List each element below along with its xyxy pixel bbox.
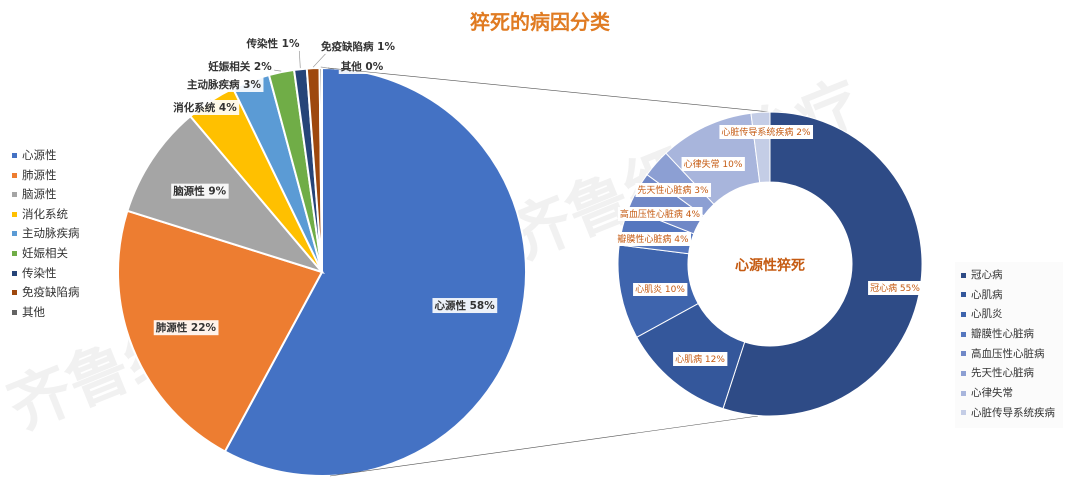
pie-data-label-box <box>153 320 219 336</box>
legend-main-item: 主动脉疾病 <box>12 224 80 244</box>
doughnut-data-label-box <box>673 352 728 366</box>
legend-cardiac-label: 先天性心脏病 <box>971 367 1034 380</box>
legend-cardiac-label: 心律失常 <box>971 387 1013 400</box>
legend-cardiac-swatch <box>961 272 966 278</box>
legend-cardiac-label: 心肌病 <box>971 288 1003 301</box>
legend-main-swatch <box>12 270 17 276</box>
doughnut-data-label-box <box>681 157 745 171</box>
legend-cardiac-item: 心肌病 <box>961 286 1063 306</box>
pie-data-label-box <box>206 59 275 74</box>
pie-data-label-box <box>171 100 240 115</box>
pie-data-label-box <box>319 39 398 54</box>
legend-main-item: 免疫缺陷病 <box>12 283 80 303</box>
doughnut-data-label-1: 冠心病 55% <box>870 282 920 294</box>
legend-main-label: 免疫缺陷病 <box>22 285 80 300</box>
pie-slice-1 <box>223 66 527 477</box>
legend-cardiac: 冠心病心肌病心肌炎瓣膜性心脏病 高血压性心脏病 先天性心脏病 心律失常心脏传导系统疾病 <box>955 262 1063 428</box>
connector-line-top <box>327 67 771 113</box>
legend-cardiac-label: 高血压性心脏病 <box>971 347 1045 360</box>
doughnut-data-label-box <box>635 183 712 197</box>
pie-slice-9 <box>318 66 323 273</box>
legend-main-swatch <box>12 192 17 198</box>
pie-data-label-2: 肺源性 22% <box>156 321 217 334</box>
doughnut-data-label-3: 心肌炎 10% <box>635 284 685 295</box>
legend-cardiac-item: 心脏传导系统疾病 <box>961 404 1063 424</box>
legend-main: 心源性肺源性脑源性消化系统主动脉疾病妊娠相关传染性免疫缺陷病其他 <box>12 146 80 322</box>
doughnut-slice-1 <box>722 111 923 417</box>
legend-main-swatch <box>12 250 17 256</box>
legend-cardiac-swatch <box>961 351 966 357</box>
legend-main-label: 脑源性 <box>22 187 57 202</box>
legend-main-label: 消化系统 <box>22 206 68 221</box>
legend-main-item: 心源性 <box>12 146 80 166</box>
legend-main-item: 肺源性 <box>12 166 80 186</box>
legend-main-label: 肺源性 <box>22 167 57 182</box>
legend-cardiac-item: 冠心病 <box>961 266 1063 286</box>
legend-cardiac-label: 冠心病 <box>971 269 1003 281</box>
legend-main-label: 妊娠相关 <box>22 245 68 260</box>
doughnut-data-label-4: 瓣膜性心脏病 4% <box>617 233 689 245</box>
legend-main-swatch <box>12 172 17 178</box>
doughnut-data-label-8: 心脏传导系统疾病 2% <box>721 126 811 138</box>
doughnut-data-label-box <box>617 207 703 221</box>
legend-cardiac-item: 心肌炎 <box>961 305 1063 325</box>
doughnut-data-label-box <box>868 281 923 295</box>
legend-main-item: 脑源性 <box>12 185 80 205</box>
legend-cardiac-swatch <box>961 311 966 317</box>
legend-cardiac-item: 高血压性心脏病 <box>961 345 1063 365</box>
doughnut-data-label-box <box>633 283 688 296</box>
legend-cardiac-item: 心律失常 <box>961 384 1063 404</box>
legend-cardiac-swatch <box>961 390 966 396</box>
legend-cardiac-swatch <box>961 292 966 298</box>
pie-data-label-4: 消化系统 4% <box>173 101 237 114</box>
pie-data-label-9: 其他 0% <box>341 60 384 73</box>
pie-data-label-box <box>185 77 264 92</box>
legend-main-swatch <box>12 153 17 158</box>
legend-main-item: 其他 <box>12 303 80 323</box>
pie-data-label-8: 免疫缺陷病 1% <box>321 40 395 53</box>
pie-slice-2 <box>117 209 324 453</box>
legend-main-swatch <box>12 231 17 237</box>
chart-title: 猝死的病因分类 <box>470 10 610 34</box>
doughnut-data-label-6: 先天性心脏病 3% <box>637 184 709 196</box>
pie-data-label-box <box>243 36 302 51</box>
doughnut-data-label-box <box>615 232 692 246</box>
legend-cardiac-swatch <box>961 370 966 376</box>
doughnut-data-label-7: 心律失常 10% <box>684 158 743 170</box>
legend-main-label: 心源性 <box>22 148 57 162</box>
doughnut-center-title: 心源性猝死 <box>735 257 805 274</box>
pie-data-label-5: 主动脉疾病 3% <box>187 78 261 91</box>
doughnut-data-label-box <box>719 125 814 139</box>
connector-line-bottom <box>329 415 759 477</box>
legend-main-swatch <box>12 290 17 296</box>
legend-cardiac-swatch <box>961 331 966 337</box>
legend-main-item: 消化系统 <box>12 205 80 225</box>
legend-cardiac-label: 心肌炎 <box>971 308 1003 321</box>
legend-main-item: 传染性 <box>12 264 80 284</box>
legend-main-label: 其他 <box>22 304 45 319</box>
pie-data-label-3: 脑源性 9% <box>173 185 226 198</box>
pie-data-label-7: 传染性 1% <box>246 37 300 50</box>
legend-main-item: 妊娠相关 <box>12 244 80 264</box>
pie-data-label-box <box>432 298 498 314</box>
legend-main-swatch <box>12 211 17 217</box>
legend-cardiac-label: 瓣膜性心脏病 <box>971 328 1034 341</box>
legend-main-label: 传染性 <box>22 265 57 280</box>
legend-main-label: 主动脉疾病 <box>22 226 80 241</box>
legend-cardiac-item: 先天性心脏病 <box>961 364 1063 384</box>
pie-data-label-6: 妊娠相关 2% <box>208 60 272 73</box>
legend-cardiac-item: 瓣膜性心脏病 <box>961 325 1063 345</box>
legend-cardiac-label: 心脏传导系统疾病 <box>971 406 1055 419</box>
legend-cardiac-swatch <box>961 410 966 416</box>
doughnut-data-label-2: 心肌病 12% <box>675 353 725 365</box>
legend-main-swatch <box>12 309 17 315</box>
pie-data-label-1: 心源性 58% <box>434 299 495 312</box>
doughnut-data-label-5: 高血压性心脏病 4% <box>620 208 701 220</box>
pie-data-label-box <box>171 183 229 199</box>
